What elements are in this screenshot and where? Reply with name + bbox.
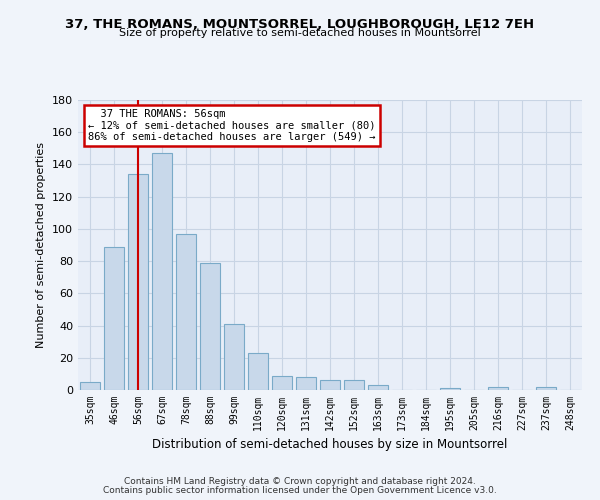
- Y-axis label: Number of semi-detached properties: Number of semi-detached properties: [37, 142, 46, 348]
- Bar: [80, 382, 100, 390]
- Text: Contains HM Land Registry data © Crown copyright and database right 2024.: Contains HM Land Registry data © Crown c…: [124, 477, 476, 486]
- Bar: [224, 324, 244, 390]
- Bar: [152, 153, 172, 390]
- Bar: [176, 234, 196, 390]
- Bar: [488, 387, 508, 390]
- Bar: [368, 385, 388, 390]
- Bar: [104, 246, 124, 390]
- Bar: [344, 380, 364, 390]
- Bar: [536, 387, 556, 390]
- Bar: [248, 353, 268, 390]
- Bar: [128, 174, 148, 390]
- Bar: [296, 377, 316, 390]
- Bar: [272, 376, 292, 390]
- Text: Size of property relative to semi-detached houses in Mountsorrel: Size of property relative to semi-detach…: [119, 28, 481, 38]
- Bar: [440, 388, 460, 390]
- X-axis label: Distribution of semi-detached houses by size in Mountsorrel: Distribution of semi-detached houses by …: [152, 438, 508, 452]
- Bar: [320, 380, 340, 390]
- Text: 37, THE ROMANS, MOUNTSORREL, LOUGHBOROUGH, LE12 7EH: 37, THE ROMANS, MOUNTSORREL, LOUGHBOROUG…: [65, 18, 535, 30]
- Text: Contains public sector information licensed under the Open Government Licence v3: Contains public sector information licen…: [103, 486, 497, 495]
- Bar: [200, 262, 220, 390]
- Text: 37 THE ROMANS: 56sqm
← 12% of semi-detached houses are smaller (80)
86% of semi-: 37 THE ROMANS: 56sqm ← 12% of semi-detac…: [88, 108, 376, 142]
